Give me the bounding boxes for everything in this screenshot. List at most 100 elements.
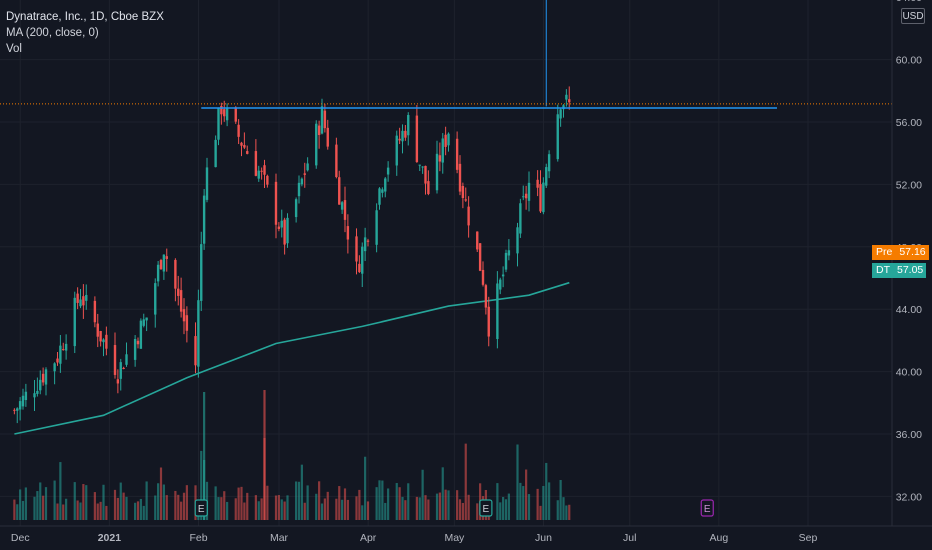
volume-bar [545, 462, 548, 520]
volume-bar [456, 490, 459, 520]
candle-body [162, 254, 166, 272]
candle-body [455, 138, 459, 170]
price-tick-label: 56.00 [896, 117, 922, 129]
ma-indicator-label[interactable]: MA (200, close, 0) [6, 27, 99, 39]
level-lines [0, 103, 892, 109]
volume-bar [266, 485, 269, 520]
volume-bar [401, 496, 404, 520]
candle-body [139, 320, 143, 349]
candle-body [435, 153, 439, 191]
price-tick-label: 60.00 [896, 55, 922, 67]
symbol-title[interactable]: Dynatrace, Inc., 1D, Cboe BZX [6, 11, 164, 23]
earnings-marker[interactable]: E [194, 499, 208, 517]
volume-bar [223, 491, 226, 520]
candle-body [133, 338, 137, 360]
candle-body [366, 240, 370, 242]
volume-bar [226, 501, 229, 520]
candle-body [315, 123, 318, 166]
volume-bar [21, 500, 25, 520]
volume-bar [145, 481, 148, 520]
candle-body [568, 99, 571, 103]
volume-bar [85, 485, 88, 520]
candle-body [340, 202, 344, 210]
pre-value: 57.16 [899, 246, 926, 258]
candle-body [556, 114, 559, 160]
volume-bar [185, 485, 188, 520]
volume-bar [404, 500, 407, 520]
volume-bar [415, 496, 418, 520]
volume-indicator-label[interactable]: Vol [6, 43, 22, 55]
pre-market-price-tag: Pre 57.16 [872, 245, 929, 260]
time-tick-label: 2021 [98, 532, 122, 544]
volume-bar [113, 489, 117, 520]
volume-bar [44, 487, 48, 520]
candle-body [363, 237, 367, 252]
candle-body [165, 256, 168, 259]
candle-body [467, 206, 470, 226]
time-tick-label: Sep [799, 532, 818, 544]
volume-bar [343, 488, 347, 520]
time-tick-label: Feb [189, 532, 207, 544]
volume-bar [33, 496, 36, 520]
candle-body [524, 193, 528, 199]
candle-body [21, 395, 25, 407]
candle-body [119, 362, 122, 379]
volume-bar [59, 462, 62, 520]
earnings-label: E [704, 504, 711, 515]
price-tick-label: 44.00 [896, 304, 922, 316]
candle-body [41, 373, 45, 383]
candle-body [401, 130, 404, 142]
candle-body [280, 220, 283, 228]
volume-bar [116, 497, 119, 520]
volume-bar [254, 495, 257, 520]
price-tick-label: 64.00 [896, 0, 922, 4]
earnings-marker[interactable]: E [700, 499, 714, 517]
volume-bars [13, 390, 571, 520]
volume-bar [421, 469, 424, 520]
volume-bar [136, 501, 140, 520]
volume-bar [568, 504, 571, 520]
volume-bar [441, 467, 444, 520]
candle-body [381, 189, 384, 193]
volume-bar [157, 483, 160, 520]
candle-body [427, 181, 430, 194]
volume-bar [263, 390, 266, 520]
volume-bar [424, 495, 427, 520]
candle-body [113, 345, 117, 375]
candle-body [536, 179, 539, 188]
volume-bar [13, 499, 16, 520]
volume-bar [65, 498, 68, 520]
candle-body [159, 260, 163, 270]
volume-bar [355, 496, 358, 520]
candlesticks [13, 0, 571, 424]
volume-bar [303, 502, 306, 520]
candle-body [297, 182, 301, 197]
volume-bar [62, 504, 65, 520]
volume-bar [283, 501, 286, 520]
candle-body [260, 170, 263, 172]
candle-body [39, 379, 42, 391]
volume-bar [502, 496, 505, 520]
volume-bar [295, 481, 298, 520]
volume-bar [556, 500, 559, 520]
volume-bar [36, 491, 39, 520]
candle-body [407, 115, 410, 136]
candle-body [76, 293, 79, 303]
volume-bar [375, 487, 378, 520]
currency-button[interactable]: USD [901, 8, 925, 24]
candle-body [464, 199, 467, 201]
volume-bar [119, 482, 122, 520]
candle-body [484, 285, 488, 308]
volume-bar [154, 495, 157, 520]
volume-bar [539, 505, 542, 520]
volume-bar [105, 505, 108, 520]
candle-body [59, 345, 62, 364]
volume-bar [237, 487, 240, 520]
earnings-marker[interactable]: E [479, 499, 493, 517]
candle-body [93, 300, 97, 323]
candle-body [478, 243, 482, 271]
volume-bar [260, 498, 263, 520]
volume-bar [300, 464, 303, 520]
volume-bar [496, 483, 499, 520]
